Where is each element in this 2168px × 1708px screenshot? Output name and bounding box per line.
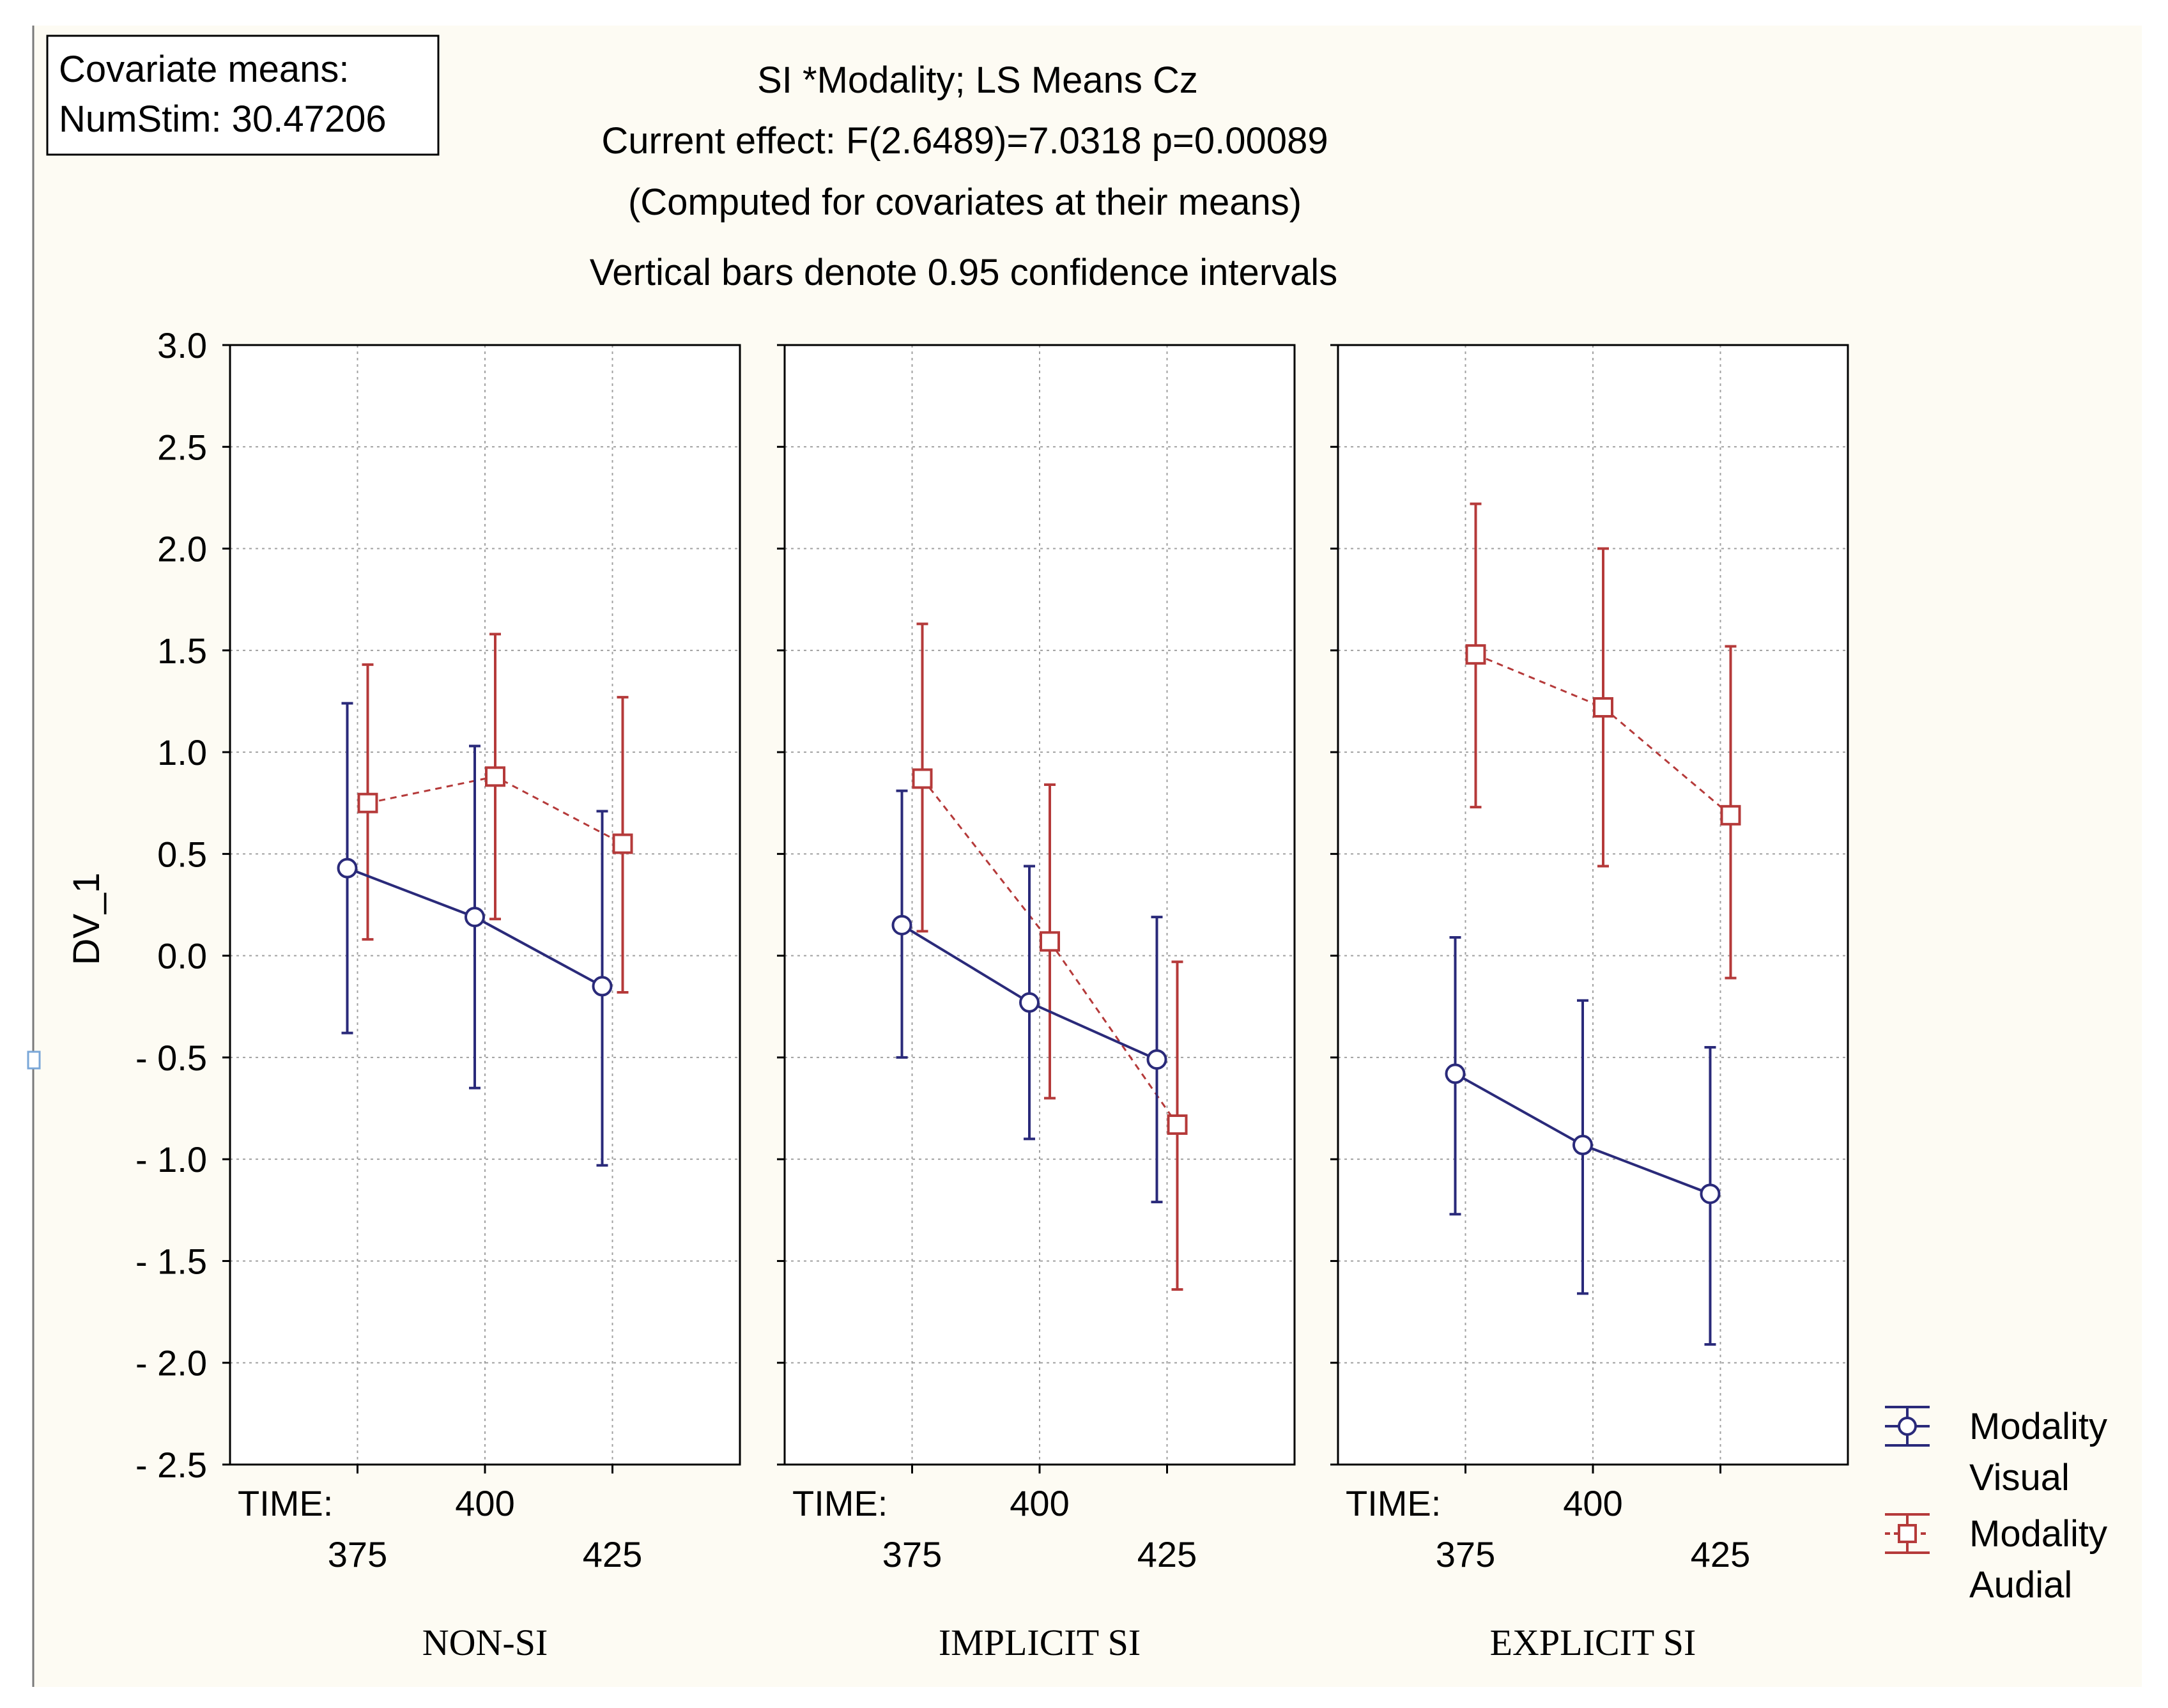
x-tick-label: 375 xyxy=(328,1534,387,1574)
data-point-audial xyxy=(1040,931,1060,952)
chart-legend: Modality Visual Modality Audial xyxy=(1885,1406,2107,1606)
data-point-audial xyxy=(612,833,633,854)
panel-label: EXPLICIT SI xyxy=(1490,1622,1696,1663)
data-point-audial xyxy=(1593,697,1613,718)
y-tick-label: 0.0 xyxy=(157,936,207,976)
series-visual xyxy=(891,789,1167,1204)
panel-explicit-si: TIME: 375 400 425 EXPLICIT SI xyxy=(1330,344,1849,1663)
chart-subtitle-effect: Current effect: F(2.6489)=7.0318 p=0.000… xyxy=(601,120,1328,162)
series-audial xyxy=(1465,502,1741,980)
panel-implicit-si: TIME: 375 400 425 IMPLICIT SI xyxy=(777,344,1296,1663)
x-tick-label: 400 xyxy=(1563,1483,1622,1523)
legend-item-visual: Modality Visual xyxy=(1885,1406,2107,1498)
chart-subtitle-covariates: (Computed for covariates at their means) xyxy=(628,181,1302,223)
y-tick-label: 2.0 xyxy=(157,529,207,569)
data-point-visual xyxy=(1445,1063,1466,1084)
y-tick-label: 1.0 xyxy=(157,732,207,773)
y-tick-label: 3.0 xyxy=(157,325,207,365)
x-tick-label: 425 xyxy=(1691,1534,1750,1574)
legend-label-line1: Modality xyxy=(1969,1513,2107,1555)
chart-subtitle-confidence: Vertical bars denote 0.95 confidence int… xyxy=(590,252,1337,293)
series-visual xyxy=(337,702,613,1167)
legend-label-line2: Visual xyxy=(1969,1457,2070,1498)
legend-icon-marker xyxy=(1898,1417,1917,1436)
data-point-visual xyxy=(1146,1049,1167,1070)
covariate-numstim-value: NumStim: 30.47206 xyxy=(59,98,387,140)
series-audial xyxy=(357,633,633,994)
y-tick-label: - 2.5 xyxy=(135,1445,207,1485)
data-point-visual xyxy=(337,858,358,879)
y-tick-label: 1.5 xyxy=(157,631,207,671)
y-axis-label: DV_1 xyxy=(66,872,107,965)
panel-label: NON-SI xyxy=(422,1622,548,1663)
y-tick-label: - 1.5 xyxy=(135,1241,207,1281)
data-point-visual xyxy=(1700,1183,1721,1204)
x-tick-label: 400 xyxy=(1010,1483,1069,1523)
covariate-means-box: Covariate means: NumStim: 30.47206 xyxy=(46,35,440,156)
data-point-visual xyxy=(592,976,613,997)
y-tick-label: - 1.0 xyxy=(135,1139,207,1180)
data-point-audial xyxy=(1720,804,1741,826)
data-point-visual xyxy=(1019,992,1040,1013)
y-tick-label: - 2.0 xyxy=(135,1343,207,1383)
data-point-audial xyxy=(1465,644,1486,665)
panel-non-si: TIME: 375 400 425 NON-SI xyxy=(222,344,741,1663)
y-tick-label: 2.5 xyxy=(157,427,207,467)
x-tick-label: 375 xyxy=(882,1534,942,1574)
legend-item-audial: Modality Audial xyxy=(1885,1513,2107,1606)
x-axis-prefix: TIME: xyxy=(1346,1483,1441,1523)
series-visual xyxy=(1445,935,1721,1346)
chart-title: SI *Modality; LS Means Cz xyxy=(757,59,1198,101)
legend-label-line2: Audial xyxy=(1969,1564,2072,1606)
x-tick-label: 400 xyxy=(455,1483,514,1523)
data-point-audial xyxy=(357,792,378,813)
series-audial xyxy=(912,622,1188,1291)
x-axis-prefix: TIME: xyxy=(792,1483,888,1523)
x-tick-label: 375 xyxy=(1436,1534,1495,1574)
covariate-means-label: Covariate means: xyxy=(59,49,350,90)
legend-icon-marker xyxy=(1898,1524,1917,1543)
x-axis-prefix: TIME: xyxy=(238,1483,333,1523)
data-point-visual xyxy=(465,907,485,928)
x-tick-label: 425 xyxy=(1137,1534,1197,1574)
chart-panels: TIME: 375 400 425 NON-SI TIME: 375 400 425 IMPLIC… xyxy=(222,344,1849,1663)
y-tick-label: 0.5 xyxy=(157,834,207,874)
data-point-visual xyxy=(1572,1134,1593,1155)
y-axis-ticks: 3.0 2.5 2.0 1.5 1.0 0.5 0.0 - 0.5 - 1.0 - 1.5 - 2.… xyxy=(135,325,207,1485)
y-tick-label: - 0.5 xyxy=(135,1038,207,1078)
legend-label-line1: Modality xyxy=(1969,1406,2107,1447)
data-point-visual xyxy=(891,914,912,935)
data-point-audial xyxy=(1167,1114,1188,1135)
data-point-audial xyxy=(912,768,933,789)
panel-label: IMPLICIT SI xyxy=(939,1622,1141,1663)
data-point-audial xyxy=(485,766,505,787)
resize-handle[interactable] xyxy=(27,1050,41,1070)
x-tick-label: 425 xyxy=(583,1534,642,1574)
